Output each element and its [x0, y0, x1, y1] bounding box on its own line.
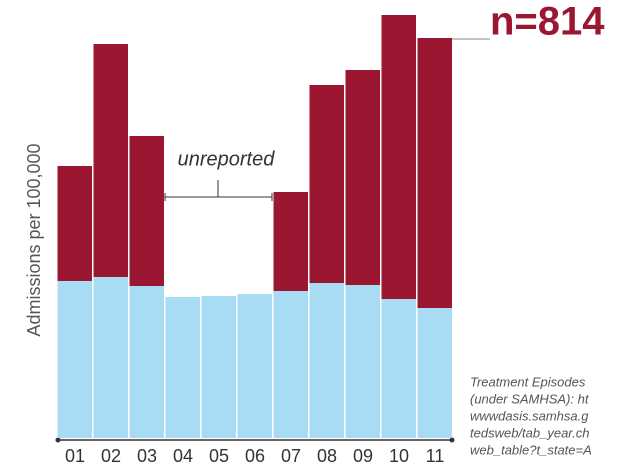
- bar-segment: [381, 15, 416, 299]
- x-tick-label: 11: [426, 446, 445, 466]
- source-line: Treatment Episodes: [470, 374, 586, 389]
- annotation: unreported: [178, 148, 276, 170]
- bar-segment: [129, 136, 164, 286]
- bar-segment: [165, 297, 200, 438]
- bar-segment: [57, 166, 92, 281]
- bar-segment: [345, 285, 380, 438]
- x-tick-label: 10: [389, 446, 409, 466]
- source-line: wwwdasis.samhsa.g: [470, 408, 589, 423]
- bar-segment: [237, 294, 272, 438]
- bar-segment: [93, 277, 128, 438]
- x-tick-label: 03: [137, 446, 157, 466]
- bar-segment: [129, 286, 164, 438]
- baseline-end: [55, 437, 61, 443]
- source-note: Treatment Episodes (under SAMHSA): ht wwwd…: [470, 374, 592, 457]
- bar-segment: [345, 70, 380, 285]
- source-line: tedsweb/tab_year.ch: [470, 425, 589, 440]
- bar-segment: [273, 291, 308, 438]
- x-tick-label: 07: [281, 446, 301, 466]
- x-tick-label: 01: [65, 446, 85, 466]
- bar-segment: [57, 281, 92, 438]
- x-tick-label: 08: [317, 446, 337, 466]
- baseline-end: [449, 437, 455, 443]
- x-tick-label: 09: [353, 446, 373, 466]
- source-line: (under SAMHSA): ht: [470, 391, 590, 406]
- bar-segment: [273, 192, 308, 291]
- bar-segment: [381, 299, 416, 438]
- x-tick-label: 02: [101, 446, 121, 466]
- bar-segment: [201, 296, 236, 438]
- x-tick-label: 06: [245, 446, 265, 466]
- x-tick-label: 05: [209, 446, 229, 466]
- bracket: [164, 180, 273, 201]
- y-axis-label: Admissions per 100,000: [24, 143, 44, 336]
- bar-segment: [309, 283, 344, 438]
- x-tick-label: 04: [173, 446, 193, 466]
- bar-segment: [93, 44, 128, 277]
- n-label: n=814: [490, 0, 605, 44]
- bar-segment: [417, 308, 452, 438]
- bar-segment: [309, 85, 344, 283]
- bar-segment: [417, 38, 452, 308]
- source-line: web_table?t_state=A: [470, 442, 592, 457]
